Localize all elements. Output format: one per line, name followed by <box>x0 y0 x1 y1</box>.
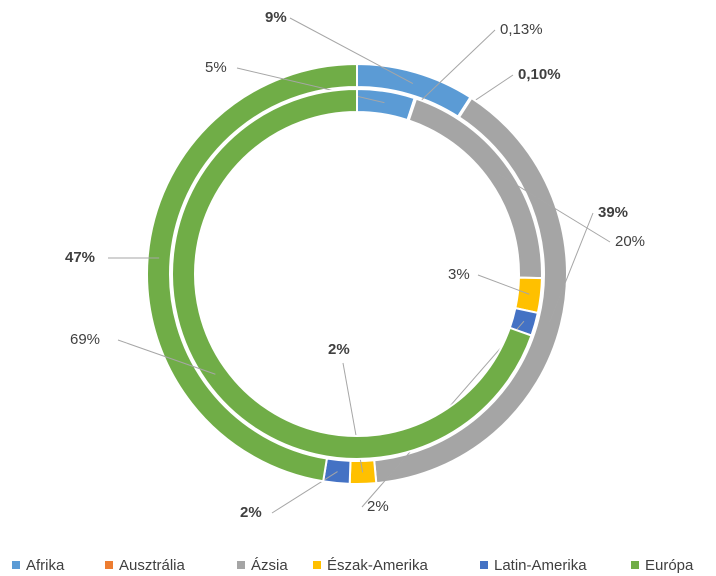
legend-label: Ázsia <box>251 557 288 574</box>
data-label: 39% <box>598 204 628 221</box>
leader-line <box>477 274 530 295</box>
ring-segment <box>146 62 358 483</box>
legend-marker <box>313 561 321 569</box>
data-label: 5% <box>205 59 227 76</box>
legend-marker <box>480 561 488 569</box>
data-label: 20% <box>615 233 645 250</box>
ring-segment <box>514 276 543 315</box>
leader-line <box>289 17 414 84</box>
legend-label: Latin-Amerika <box>494 557 587 574</box>
legend-marker <box>105 561 113 569</box>
data-label: 69% <box>70 331 100 348</box>
data-label: 47% <box>65 249 95 266</box>
data-label: 0,13% <box>500 21 543 38</box>
data-label: 3% <box>448 266 470 283</box>
legend-label: Európa <box>645 557 694 574</box>
legend-label: Afrika <box>26 557 65 574</box>
data-label: 9% <box>265 9 287 26</box>
legend-marker <box>12 561 20 569</box>
data-label: 2% <box>328 341 350 358</box>
data-label: 2% <box>240 504 262 521</box>
leader-line <box>117 339 216 375</box>
ring-segment <box>171 87 533 460</box>
legend-marker <box>631 561 639 569</box>
data-label: 2% <box>367 498 389 515</box>
leader-line <box>411 29 496 110</box>
legend-marker <box>237 561 245 569</box>
legend-label: Ausztrália <box>119 557 186 574</box>
leader-line <box>549 212 594 322</box>
leader-line <box>271 471 338 514</box>
leader-line <box>236 67 385 104</box>
legend-label: Észak-Amerika <box>327 557 429 574</box>
data-label: 0,10% <box>518 66 561 83</box>
leader-line <box>498 173 611 243</box>
